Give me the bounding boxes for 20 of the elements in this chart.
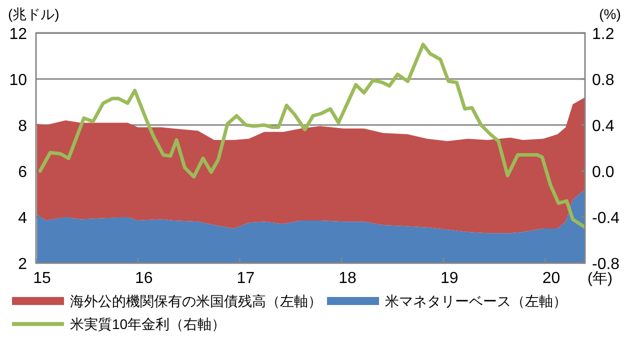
x-tick-label: 15 [33,270,51,287]
y2-tick-label: 1.2 [592,26,614,43]
x-tick-label: 17 [236,270,255,287]
y2-axis-title: (%) [599,6,621,22]
y-tick-label: 10 [9,72,28,89]
y-tick-label: 6 [18,164,28,181]
x-tick-label: 18 [338,270,357,287]
x-tick-label: 20 [542,270,560,287]
y-tick-label: 4 [18,210,28,227]
y-axis-title: (兆ドル) [8,6,60,22]
y-tick-label: 12 [9,26,28,43]
y2-tick-label: 0.8 [592,72,614,89]
y-tick-label: 8 [18,118,28,135]
y2-tick-label: -0.4 [592,210,620,227]
y-tick-label: 2 [18,256,28,273]
x-axis-title: (年) [588,270,612,287]
x-tick-label: 16 [134,270,153,287]
x-tick-label: 19 [440,270,458,287]
y2-tick-label: 0.4 [592,118,614,135]
y2-tick-label: 0.0 [592,164,614,181]
